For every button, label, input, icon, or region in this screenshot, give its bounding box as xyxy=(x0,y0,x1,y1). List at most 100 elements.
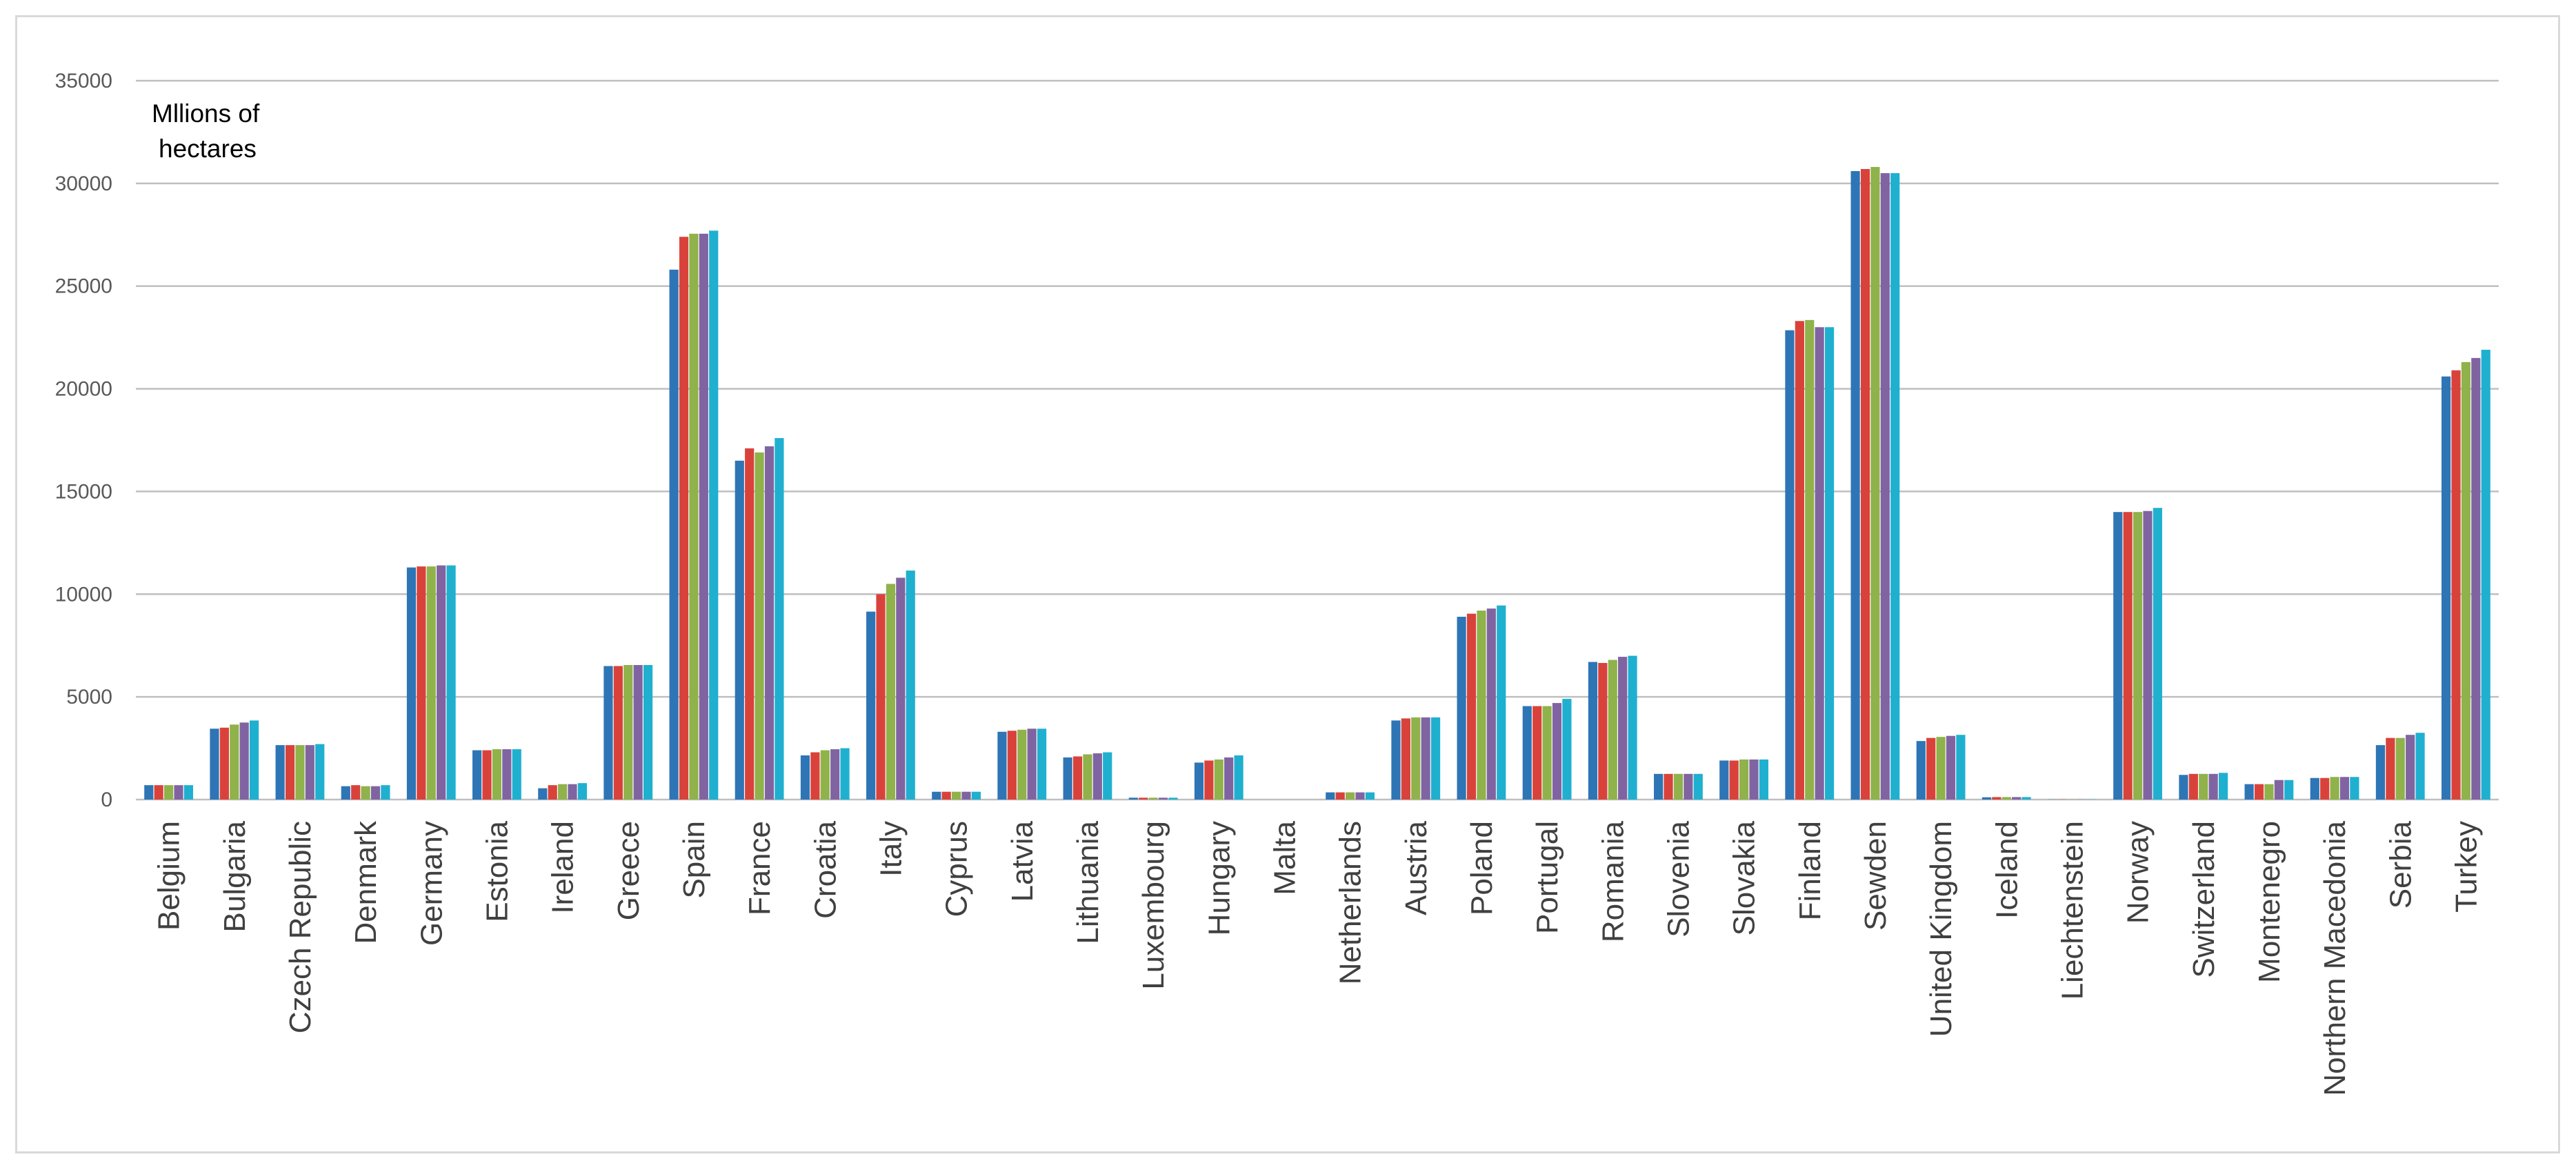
bar xyxy=(2133,512,2143,800)
bar xyxy=(1824,327,1835,800)
category-label: Iceland xyxy=(1990,821,2024,919)
bar xyxy=(351,785,361,800)
y-axis-unit-label: Mllions of hectares xyxy=(152,99,267,163)
bar xyxy=(971,791,981,800)
bar xyxy=(1168,797,1178,800)
bar xyxy=(2415,733,2425,800)
category-label: United Kingdom xyxy=(1924,821,1958,1037)
bar xyxy=(1936,737,1946,800)
category-label: Poland xyxy=(1465,821,1499,915)
bar xyxy=(886,584,896,800)
bar xyxy=(341,786,350,800)
bar xyxy=(2254,784,2264,800)
bar xyxy=(406,567,417,800)
bar xyxy=(1664,773,1673,800)
bar xyxy=(997,731,1007,800)
bar xyxy=(810,752,820,800)
bar xyxy=(2179,775,2188,800)
bar xyxy=(2199,773,2208,800)
bar xyxy=(2001,797,2011,800)
bar xyxy=(1486,608,1496,800)
bar xyxy=(1037,728,1047,800)
bar xyxy=(154,785,163,800)
bar xyxy=(548,785,557,800)
bar xyxy=(932,791,941,800)
bar xyxy=(2442,376,2451,800)
bar xyxy=(219,727,229,800)
bar xyxy=(437,565,446,800)
bar xyxy=(1391,720,1401,800)
bar xyxy=(1946,735,1956,800)
bar xyxy=(426,566,436,800)
chart-area: 0 5000 10000 15000 20000 25000 30000 35000 Belg… xyxy=(15,15,2560,1153)
category-label: Netherlands xyxy=(1334,821,1368,984)
category-label: Lithuania xyxy=(1071,820,1105,944)
bar xyxy=(1608,660,1617,800)
bar xyxy=(1729,760,1739,800)
bar xyxy=(1795,321,1804,800)
y-tick-label: 5000 xyxy=(66,686,112,708)
bar xyxy=(1092,753,1102,800)
y-tick-label: 35000 xyxy=(55,70,112,92)
bar xyxy=(1673,773,1684,800)
category-label: Finland xyxy=(1793,821,1827,920)
bar xyxy=(1007,731,1017,800)
category-label: Denmark xyxy=(349,820,383,944)
bar xyxy=(370,786,381,800)
category-label: Austria xyxy=(1399,820,1433,915)
bar xyxy=(502,749,512,800)
category-label: Bulgaria xyxy=(218,820,252,932)
bar xyxy=(1204,760,1214,800)
bar xyxy=(623,664,633,800)
bar xyxy=(1916,741,1926,800)
category-label: Estonia xyxy=(480,820,514,922)
category-label: Greece xyxy=(612,821,646,920)
bar xyxy=(1224,757,1234,800)
bar xyxy=(2264,784,2274,800)
bar xyxy=(679,237,689,800)
bar xyxy=(603,666,613,800)
bar xyxy=(482,750,492,800)
bar xyxy=(755,452,764,800)
y-tick-label: 30000 xyxy=(55,172,112,195)
bar xyxy=(2461,361,2471,800)
bar xyxy=(745,448,755,800)
bar xyxy=(669,269,679,800)
bar xyxy=(1072,756,1083,800)
category-label: Hungary xyxy=(1202,821,1236,935)
gridlines xyxy=(136,79,2499,801)
bar xyxy=(689,233,699,800)
bar xyxy=(295,745,305,800)
bar xyxy=(1421,717,1430,800)
bar xyxy=(2123,512,2133,800)
bar xyxy=(941,791,951,800)
bar xyxy=(1992,797,2001,800)
bar xyxy=(1628,655,1637,800)
bar xyxy=(906,571,915,800)
category-label: Norway xyxy=(2121,821,2155,924)
bar xyxy=(285,745,295,800)
bar xyxy=(163,785,174,800)
bar xyxy=(2012,797,2021,800)
bar xyxy=(183,785,193,800)
bar xyxy=(896,577,906,800)
bar xyxy=(2350,777,2359,800)
bar xyxy=(2375,745,2386,800)
bar xyxy=(492,749,502,800)
bar xyxy=(1956,735,1966,800)
y-tick-label: 10000 xyxy=(55,583,112,606)
category-label: Ireland xyxy=(546,821,580,914)
bars xyxy=(144,167,2490,800)
bar xyxy=(1234,755,1244,800)
bar xyxy=(361,786,370,800)
bar xyxy=(866,611,876,800)
bar xyxy=(1588,662,1598,800)
bar xyxy=(2386,737,2395,800)
category-label: France xyxy=(743,821,777,915)
category-label: Montenegro xyxy=(2253,821,2286,983)
category-label: Northern Macedonia xyxy=(2318,820,2352,1095)
bar xyxy=(417,566,426,800)
bar xyxy=(1345,792,1355,800)
bar xyxy=(557,784,568,800)
category-label: Cyprus xyxy=(940,821,974,917)
